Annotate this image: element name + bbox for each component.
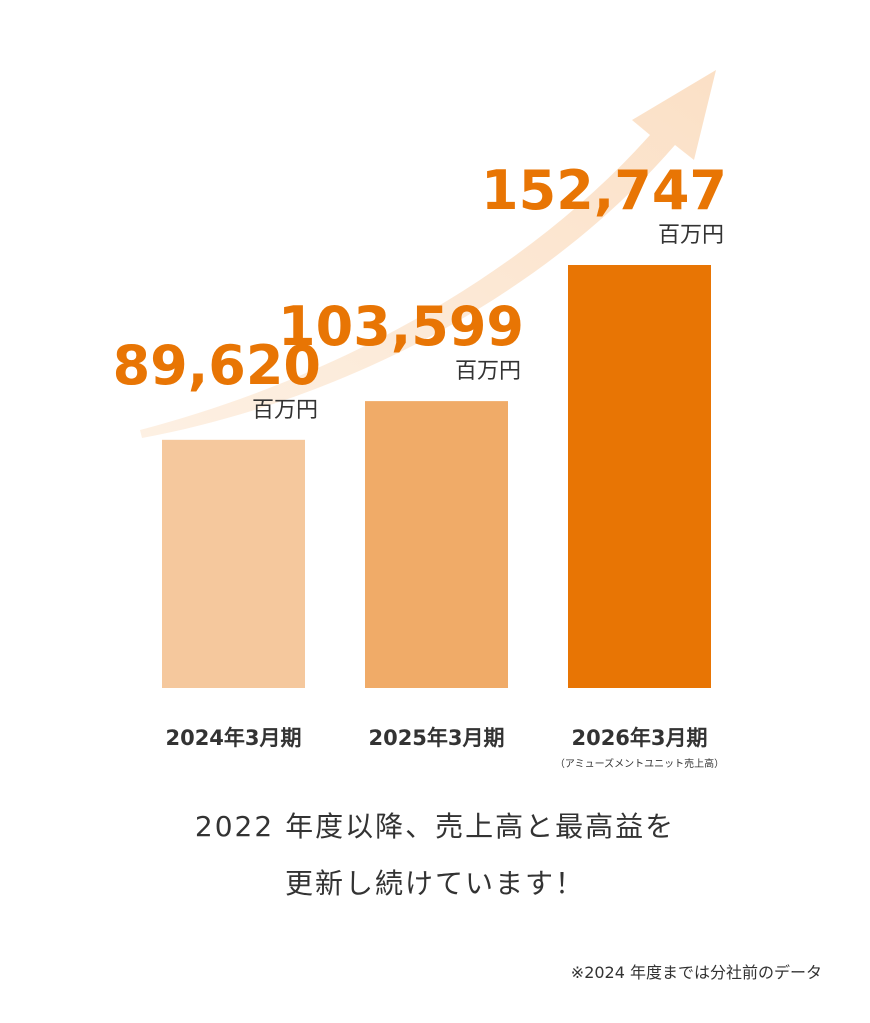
caption-line: 更新し続けています！ xyxy=(285,867,585,900)
bar xyxy=(568,265,711,688)
unit-label: 百万円 xyxy=(455,359,521,384)
bar xyxy=(365,401,508,688)
caption-line: 2022 年度以降、売上高と最高益を xyxy=(195,810,675,843)
footnote: ※2024 年度までは分社前のデータ xyxy=(571,963,822,982)
category-label: 2025年3月期 xyxy=(368,726,504,750)
category-note: （アミューズメントユニット売上高） xyxy=(555,757,724,770)
value-label: 89,620 xyxy=(113,334,321,397)
category-label: 2024年3月期 xyxy=(165,726,301,750)
unit-label: 百万円 xyxy=(658,223,724,248)
bar xyxy=(162,439,305,688)
value-label: 152,747 xyxy=(481,159,727,222)
trend-arrow xyxy=(140,70,716,438)
value-label: 103,599 xyxy=(278,295,524,358)
category-label: 2026年3月期 xyxy=(571,726,707,750)
unit-label: 百万円 xyxy=(252,398,318,423)
